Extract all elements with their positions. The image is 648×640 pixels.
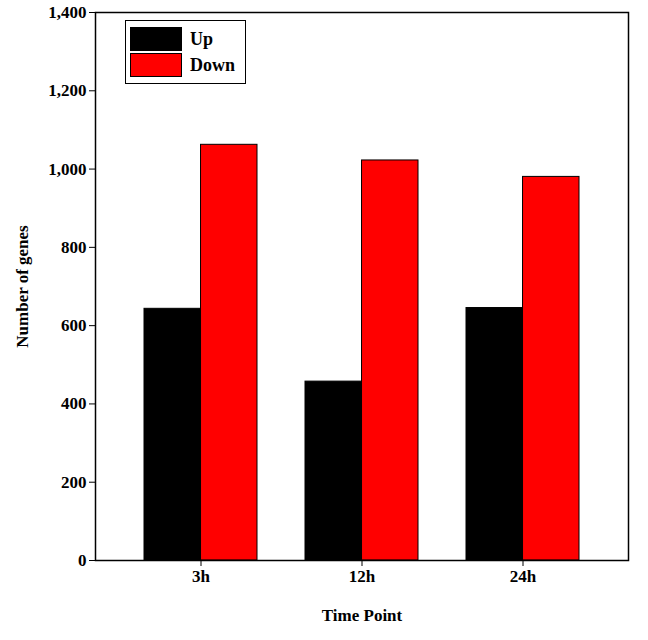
svg-text:0: 0 bbox=[78, 551, 87, 570]
svg-text:600: 600 bbox=[61, 316, 87, 335]
html-text:Down: Down bbox=[190, 54, 235, 75]
svg-text:1,400: 1,400 bbox=[48, 3, 86, 22]
svg-text:200: 200 bbox=[61, 473, 87, 492]
svg-text:1,200: 1,200 bbox=[48, 81, 86, 100]
svg-text:Time Point: Time Point bbox=[322, 606, 403, 625]
svg-text:3h: 3h bbox=[192, 567, 211, 586]
html-text:Up: Up bbox=[190, 28, 213, 49]
svg-text:400: 400 bbox=[61, 394, 87, 413]
svg-text:12h: 12h bbox=[349, 567, 376, 586]
svg-text:800: 800 bbox=[61, 238, 87, 257]
svg-text:1,000: 1,000 bbox=[48, 160, 86, 179]
svg-text:24h: 24h bbox=[510, 567, 537, 586]
svg-text:Number of genes: Number of genes bbox=[13, 225, 32, 348]
